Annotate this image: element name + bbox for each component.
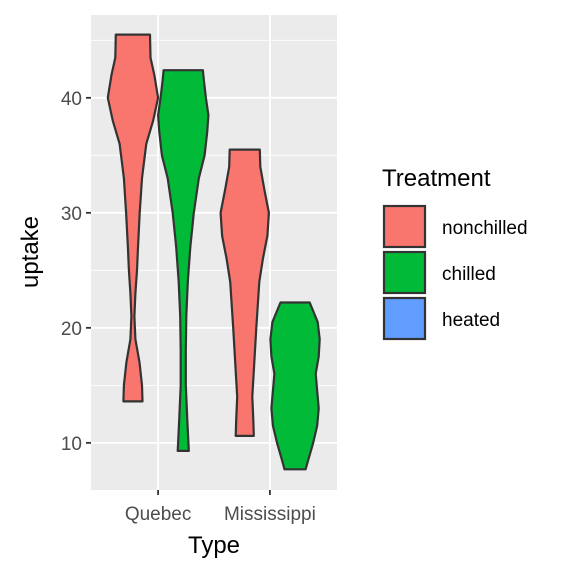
violin-chilled-mississippi [269, 301, 321, 471]
y-tick-label: 40 [61, 89, 82, 110]
violins [106, 33, 321, 471]
x-tick-label: Mississippi [224, 504, 316, 525]
legend-key-chilled [382, 250, 427, 295]
legend-label-nonchilled: nonchilled [442, 218, 528, 239]
y-tick-label: 20 [61, 319, 82, 340]
legend-key-nonchilled [382, 204, 427, 249]
x-axis-title: Type [188, 532, 240, 559]
legend: Treatment nonchilled chilled heated [382, 165, 528, 341]
violin-chilled-quebec [157, 69, 210, 452]
x-tick-label: Quebec [125, 504, 192, 525]
y-axis: 10 20 30 40 [61, 89, 91, 455]
violin-nonchilled-quebec [106, 33, 160, 403]
x-axis: Quebec Mississippi [125, 490, 316, 525]
y-axis-title: uptake [17, 216, 44, 288]
legend-label-heated: heated [442, 310, 500, 331]
legend-title: Treatment [382, 165, 491, 192]
legend-key-heated [382, 296, 427, 341]
y-tick-label: 10 [61, 434, 82, 455]
legend-label-chilled: chilled [442, 264, 496, 285]
violin-nonchilled-mississippi [219, 148, 270, 437]
y-tick-label: 30 [61, 204, 82, 225]
